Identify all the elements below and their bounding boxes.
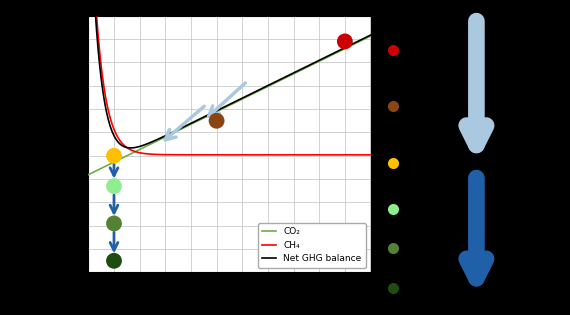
CO₂ (274, 80, 280, 84)
Point (212, 118, 221, 123)
CO₂ (85, 173, 92, 177)
Net GHG balance (213, 109, 220, 113)
Line: Net GHG balance: Net GHG balance (88, 0, 370, 148)
Net GHG balance (367, 33, 374, 37)
Point (340, 39, 349, 44)
Net GHG balance (298, 67, 305, 71)
Net GHG balance (135, 145, 142, 149)
CH₄ (135, 151, 142, 154)
CH₄ (367, 153, 374, 157)
Net GHG balance (127, 146, 134, 150)
CH₄ (157, 153, 164, 157)
CO₂ (367, 34, 374, 38)
Legend: CO₂, CH₄, Net GHG balance: CO₂, CH₄, Net GHG balance (258, 223, 366, 268)
Line: CH₄: CH₄ (88, 0, 370, 155)
Net GHG balance (158, 136, 165, 140)
Line: CO₂: CO₂ (88, 36, 370, 175)
Point (109, 184, 119, 189)
CO₂ (157, 137, 164, 141)
CH₄ (274, 153, 280, 157)
CO₂ (251, 91, 258, 95)
CH₄ (213, 153, 219, 157)
CH₄ (298, 153, 304, 157)
CH₄ (251, 153, 258, 157)
CO₂ (135, 148, 142, 152)
Net GHG balance (274, 79, 280, 83)
Net GHG balance (252, 90, 259, 94)
CO₂ (213, 110, 219, 114)
Point (109, 221, 119, 226)
CO₂ (298, 68, 304, 72)
X-axis label: Water table depth (cm): Water table depth (cm) (164, 297, 295, 307)
Y-axis label: GHG balance (t CO₂e ha⁻¹ yr⁻¹): GHG balance (t CO₂e ha⁻¹ yr⁻¹) (44, 63, 54, 226)
Point (109, 258, 119, 263)
Point (109, 153, 119, 158)
